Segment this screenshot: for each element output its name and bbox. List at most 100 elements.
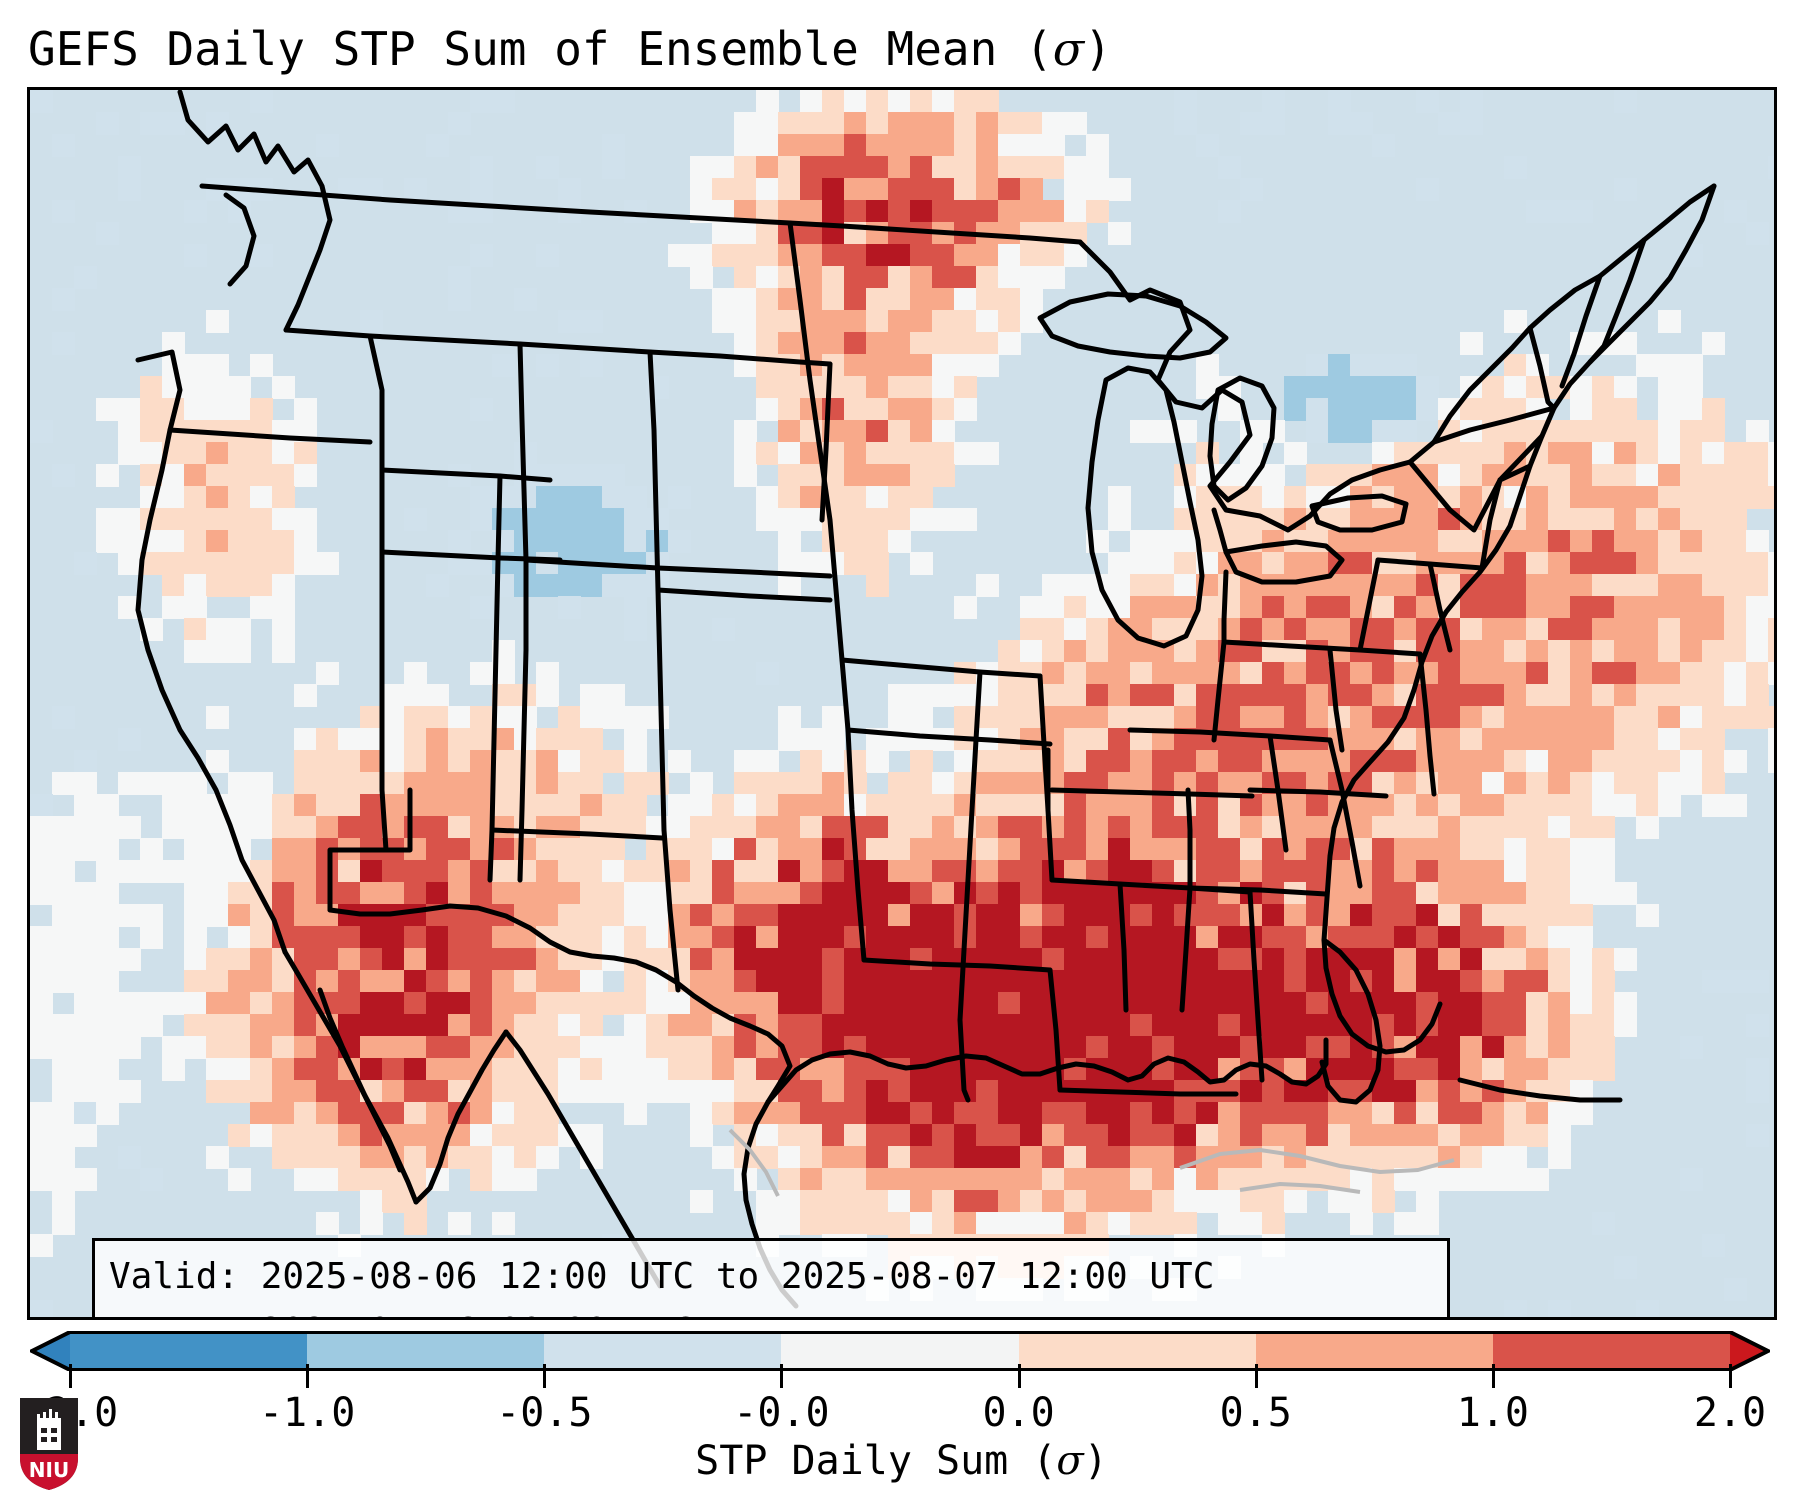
heatmap-cell [1658,310,1681,333]
heatmap-cell [184,398,207,421]
heatmap-cell [272,596,295,619]
heatmap-cell [602,530,625,553]
heatmap-cell [866,244,889,267]
heatmap-cell [1130,662,1153,685]
heatmap-cell [866,112,889,135]
heatmap-cell [866,486,889,509]
heatmap-cell [1218,398,1241,421]
heatmap-cell [118,420,141,443]
heatmap-cell [1394,420,1417,443]
heatmap-cell [1570,574,1593,597]
heatmap-cell [1350,112,1373,135]
heatmap-cell [1130,552,1153,575]
heatmap-cell [1064,244,1087,267]
heatmap-cell [1526,486,1549,509]
heatmap-cell [910,288,933,311]
colorbar-sigma-symbol: σ [1056,1438,1084,1484]
heatmap-cell [1064,200,1087,223]
heatmap-cell [1746,618,1769,641]
heatmap-cell [910,332,933,355]
heatmap-cell [910,244,933,267]
heatmap-cell [1504,596,1527,619]
heatmap-cell [800,222,823,245]
heatmap-cell [250,486,273,509]
heatmap-cell [1592,530,1615,553]
heatmap-cell [1416,178,1439,201]
heatmap-cell [1460,442,1483,465]
heatmap-cell [844,244,867,267]
heatmap-cell [74,552,97,575]
heatmap-cell [866,310,889,333]
heatmap-cell [756,508,779,531]
heatmap-cell [1614,508,1637,531]
heatmap-cell [1658,508,1681,531]
heatmap-cell [932,288,955,311]
heatmap-cell [1526,596,1549,619]
heatmap-cell [580,486,603,509]
heatmap-cell [1658,398,1681,421]
heatmap-cell [778,112,801,135]
heatmap-cell [1592,420,1615,443]
heatmap-cell [888,464,911,487]
heatmap-cell [294,464,317,487]
heatmap-cell [624,618,647,641]
heatmap-cell [602,156,625,179]
heatmap-cell [1042,112,1065,135]
heatmap-cell [1306,464,1329,487]
heatmap-cell [1174,596,1197,619]
heatmap-cell [1262,618,1285,641]
heatmap-cell [1438,574,1461,597]
heatmap-cell [932,508,955,531]
heatmap-cell [162,574,185,597]
heatmap-cell [932,112,955,135]
heatmap-cell [1328,596,1351,619]
heatmap-cell [272,442,295,465]
heatmap-cell [756,288,779,311]
heatmap-cell [954,376,977,399]
heatmap-cell [1680,376,1703,399]
heatmap-cell [932,178,955,201]
heatmap-cell [866,530,889,553]
heatmap-cell [1680,618,1703,641]
heatmap-cell [1328,420,1351,443]
heatmap-cell [250,596,273,619]
heatmap-cell [30,420,53,443]
heatmap-cell [844,420,867,443]
heatmap-cell [1570,618,1593,641]
heatmap-cell [800,266,823,289]
heatmap-cell [294,442,317,465]
heatmap-cell [1482,398,1505,421]
heatmap-cell [1108,574,1131,597]
heatmap-cell [1570,420,1593,443]
heatmap-cell [1064,112,1087,135]
heatmap-cell [756,662,779,685]
heatmap-cell [954,134,977,157]
heatmap-cell [1262,662,1285,685]
heatmap-cell [140,552,163,575]
heatmap-cell [1548,662,1571,685]
heatmap-cell [1724,618,1747,641]
heatmap-cell [1042,266,1065,289]
heatmap-cell [800,464,823,487]
heatmap-cell [778,310,801,333]
heatmap-cell [1548,530,1571,553]
heatmap-cell [1042,662,1065,685]
map-panel[interactable]: Valid: 2025-08-06 12:00 UTC to 2025-08-0… [27,87,1777,1320]
heatmap-cell [910,200,933,223]
heatmap-cell [778,376,801,399]
heatmap-cell [866,552,889,575]
heatmap-cell [1460,486,1483,509]
heatmap-cell [1240,662,1263,685]
heatmap-cell [1702,596,1725,619]
heatmap-cell [1592,552,1615,575]
heatmap-cell [910,112,933,135]
heatmap-cell [1592,508,1615,531]
heatmap-cell [162,332,185,355]
heatmap-cell [1306,596,1329,619]
heatmap-cell [1196,442,1219,465]
heatmap-cell [1152,420,1175,443]
heatmap-cell [1262,486,1285,509]
heatmap-cell [932,156,955,179]
heatmap-cell [1416,90,1439,113]
heatmap-cell [96,530,119,553]
